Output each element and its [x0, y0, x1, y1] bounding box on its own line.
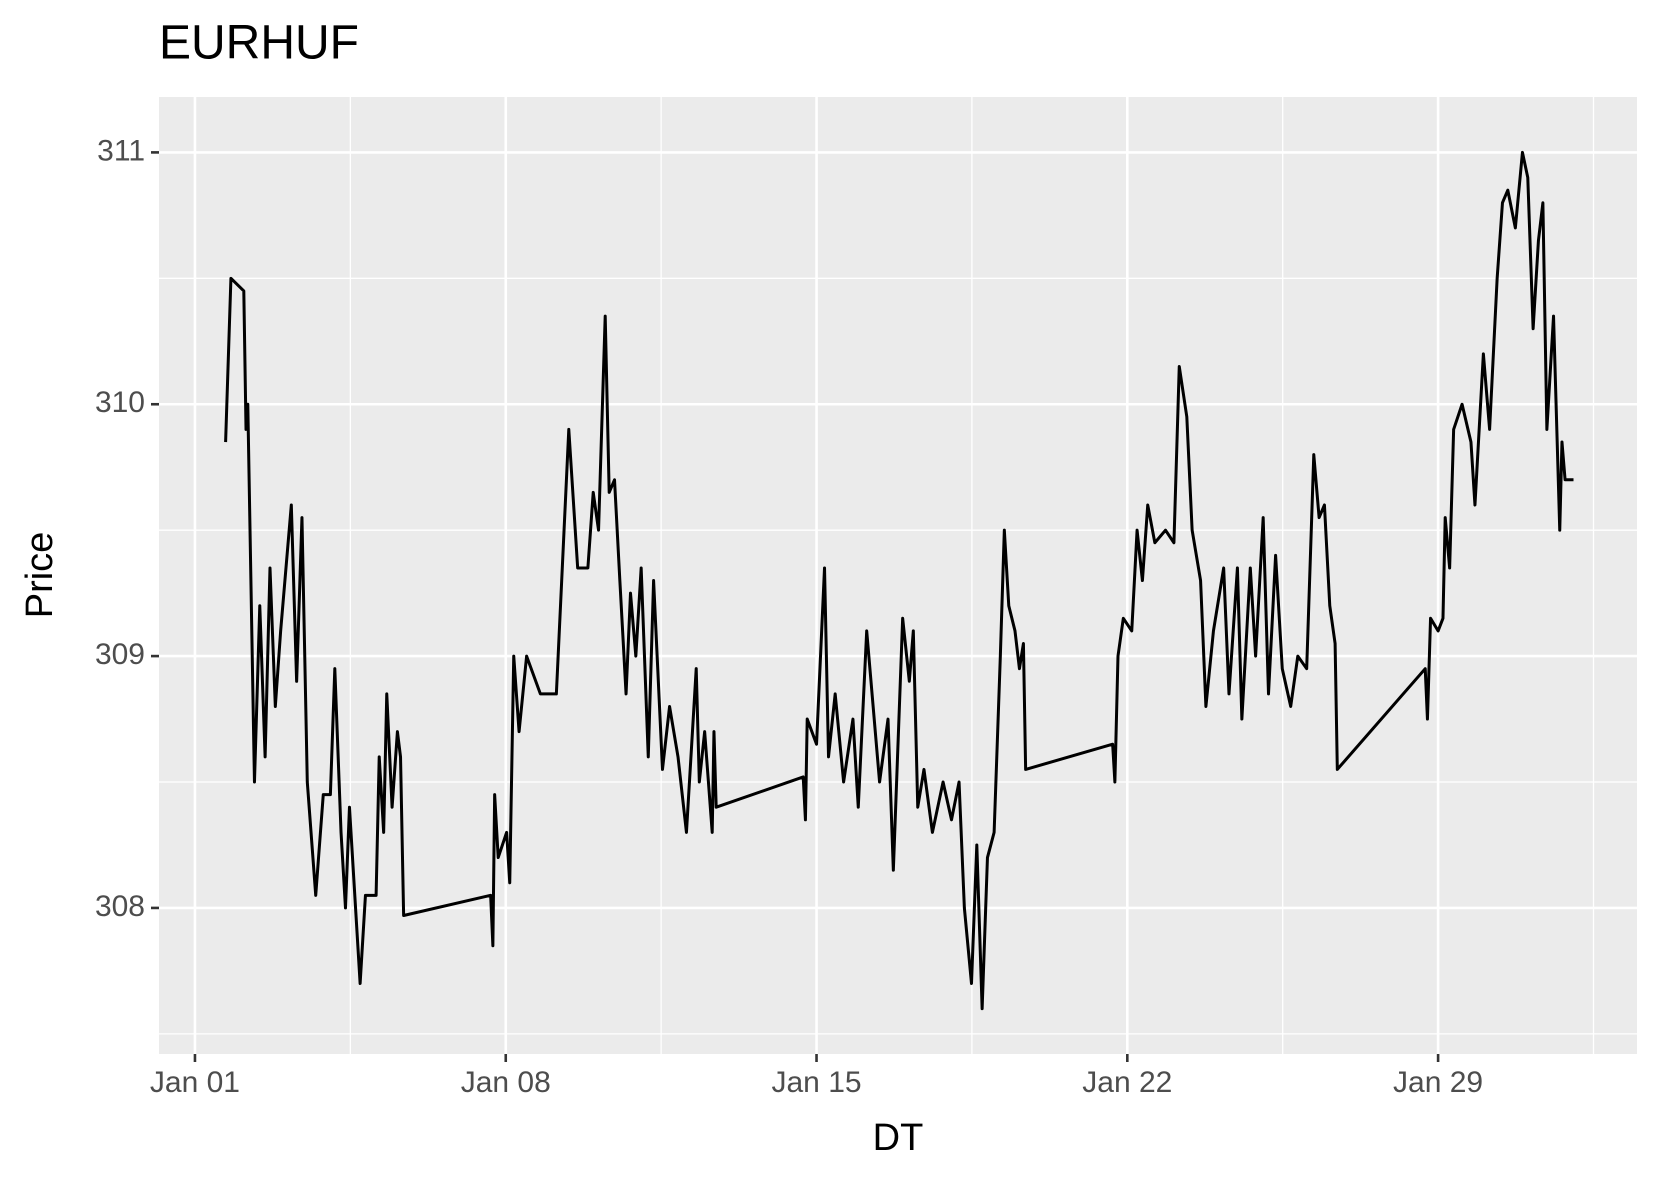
x-tick-label: Jan 22: [1082, 1066, 1172, 1099]
x-tick-label: Jan 08: [461, 1066, 551, 1099]
panel: [159, 97, 1637, 1054]
x-tick-label: Jan 29: [1393, 1066, 1483, 1099]
y-tick-label: 308: [95, 890, 145, 923]
chart-title: EURHUF: [159, 17, 359, 70]
y-tick-label: 311: [97, 134, 145, 167]
y-axis-title: Price: [19, 532, 61, 619]
x-tick-label: Jan 15: [771, 1066, 861, 1099]
x-axis-title: DT: [873, 1117, 924, 1159]
y-tick-label: 310: [95, 386, 145, 419]
price-line: [224, 150, 1574, 1011]
y-tick-label: 309: [95, 638, 145, 671]
x-tick-label: Jan 01: [150, 1066, 240, 1099]
grid: [159, 97, 1637, 1054]
